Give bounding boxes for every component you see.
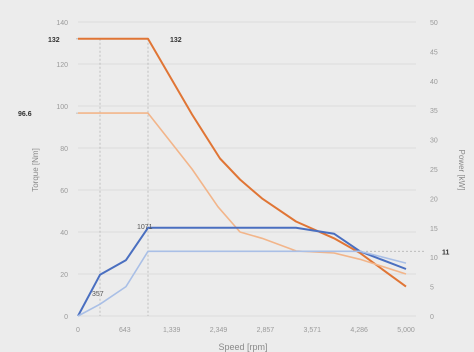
y-right-tick-label: 0 — [430, 314, 434, 321]
x-tick-label: 2,349 — [210, 327, 228, 334]
x-tick-label: 4,286 — [350, 327, 368, 334]
y-right-tick-label: 40 — [430, 79, 438, 86]
y-left-tick-label: 140 — [56, 20, 68, 27]
x-tick-label: 2,857 — [257, 327, 275, 334]
x-tick-label: 5,000 — [397, 327, 415, 334]
y-right-tick-label: 30 — [430, 138, 438, 145]
y-right-tick-label: 20 — [430, 196, 438, 203]
y-left-tick-label: 40 — [60, 230, 68, 237]
series-continuous-power — [77, 250, 407, 317]
x-axis-label: Speed [rpm] — [218, 342, 267, 352]
y-right-tick-label: 15 — [430, 226, 438, 233]
annotation-label: 11 — [442, 249, 450, 256]
y-left-tick-label: 80 — [60, 146, 68, 153]
series-peak-power — [77, 226, 407, 317]
annotation-label: 96.6 — [18, 111, 32, 118]
tick-labels: 0 20 40 60 80 100 120 140 0 5 10 15 20 25 30 35 40 45 50 0 6… — [56, 20, 438, 334]
x-tick-label: 1,339 — [163, 327, 181, 334]
y-right-tick-label: 45 — [430, 49, 438, 56]
y-left-tick-label: 20 — [60, 272, 68, 279]
series-continuous-torque — [78, 112, 407, 275]
x-tick-label: 3,571 — [304, 327, 322, 334]
annotation-label: 1071 — [137, 224, 153, 231]
y-left-tick-label: 0 — [64, 314, 68, 321]
y-left-tick-label: 60 — [60, 188, 68, 195]
y-axis-left-label: Torque [Nm] — [31, 148, 40, 192]
y-right-tick-label: 35 — [430, 108, 438, 115]
y-right-tick-label: 5 — [430, 285, 434, 292]
annotation-label: 357 — [92, 291, 104, 298]
x-tick-label: 0 — [76, 327, 80, 334]
y-right-tick-label: 10 — [430, 255, 438, 262]
grid-lines — [78, 21, 416, 317]
x-tick-label: 643 — [119, 327, 131, 334]
y-axis-right-label: Power [kW] — [457, 150, 466, 191]
y-left-tick-label: 120 — [56, 62, 68, 69]
y-right-tick-label: 50 — [430, 20, 438, 27]
series-lines — [77, 37, 407, 317]
annotation-label: 132 — [170, 37, 182, 44]
annotation-label: 132 — [48, 37, 60, 44]
series-peak-torque — [78, 37, 407, 288]
y-left-tick-label: 100 — [56, 104, 68, 111]
y-right-tick-label: 25 — [430, 167, 438, 174]
annotations: 132 132 96.6 11 1071 357 — [18, 37, 450, 298]
